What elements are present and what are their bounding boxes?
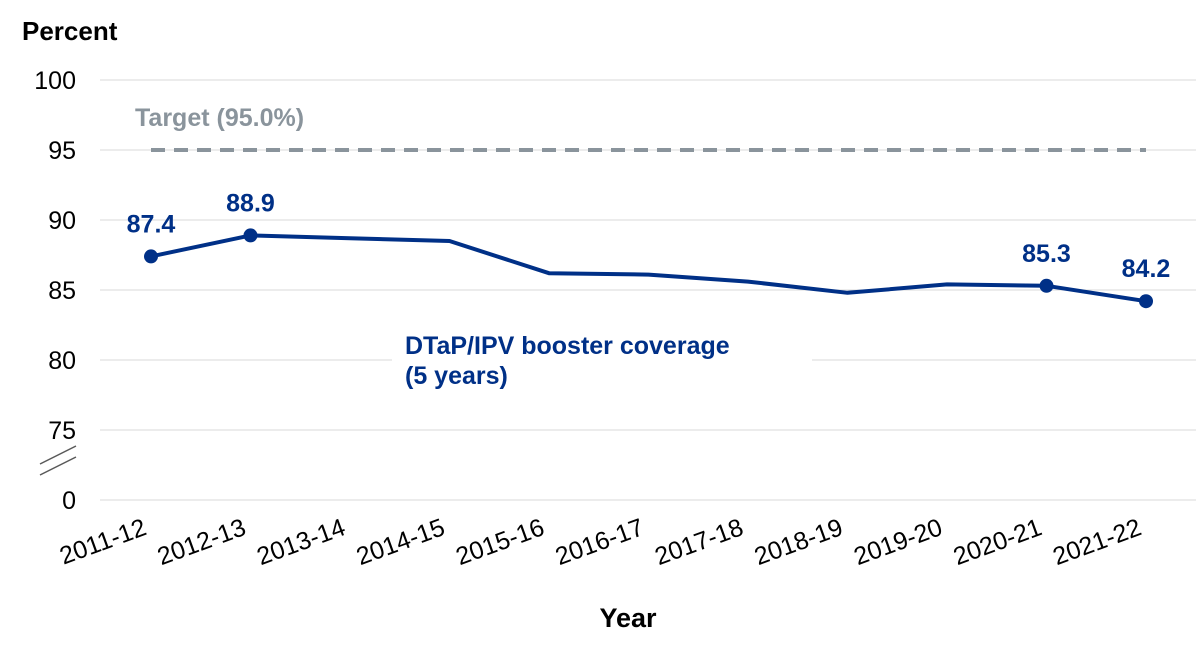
data-point-marker (1039, 278, 1054, 293)
x-tick-label: 2016-17 (552, 513, 648, 571)
y-tick-label: 85 (48, 277, 76, 305)
x-axis-title: Year (599, 603, 657, 633)
target-line-group: Target (95.0%) (135, 104, 1146, 152)
data-point-marker (1139, 294, 1153, 309)
data-point-marker (243, 228, 258, 243)
target-label: Target (95.0%) (135, 104, 304, 132)
x-tick-label: 2018-19 (751, 513, 847, 571)
y-tick-label: 75 (48, 417, 76, 445)
x-tick-label: 2021-22 (1049, 513, 1145, 571)
y-tick-label: 90 (48, 207, 76, 235)
x-tick-label: 2014-15 (353, 513, 449, 571)
y-tick-label: 95 (48, 137, 76, 165)
data-label: 84.2 (1122, 255, 1171, 283)
axis-break-line (39, 456, 77, 476)
data-label: 88.9 (226, 189, 275, 217)
y-axis-ticks: 100 95 90 85 80 75 0 (34, 67, 76, 515)
series-line (150, 233, 1147, 304)
axis-break-line (39, 445, 77, 465)
data-label: 87.4 (127, 210, 176, 238)
y-axis-title: Percent (22, 16, 118, 46)
x-tick-label: 2019-20 (850, 513, 946, 571)
x-tick-label: 2013-14 (253, 513, 349, 571)
y-tick-label: 0 (62, 487, 76, 515)
axis-break-mark (39, 445, 77, 476)
y-tick-label: 80 (48, 347, 76, 375)
data-label: 85.3 (1022, 240, 1071, 268)
x-tick-label: 2011-12 (56, 513, 150, 570)
series-name-label: (5 years) (405, 362, 508, 390)
y-tick-label: 100 (34, 67, 76, 95)
series-label-background (392, 322, 812, 398)
gridlines (100, 79, 1196, 501)
x-tick-label: 2017-18 (651, 513, 747, 571)
x-axis-ticks: 2011-12 2012-13 2013-14 2014-15 2015-16 2016-… (56, 513, 1145, 571)
x-tick-label: 2015-16 (452, 513, 548, 571)
data-point-marker (144, 249, 158, 264)
series-group: 87.4 88.9 85.3 84.2 DTaP/IPV booster coverag… (127, 189, 1171, 398)
series-name-label: DTaP/IPV booster coverage (405, 332, 730, 360)
x-tick-label: 2012-13 (154, 513, 250, 571)
x-tick-label: 2020-21 (950, 513, 1046, 571)
